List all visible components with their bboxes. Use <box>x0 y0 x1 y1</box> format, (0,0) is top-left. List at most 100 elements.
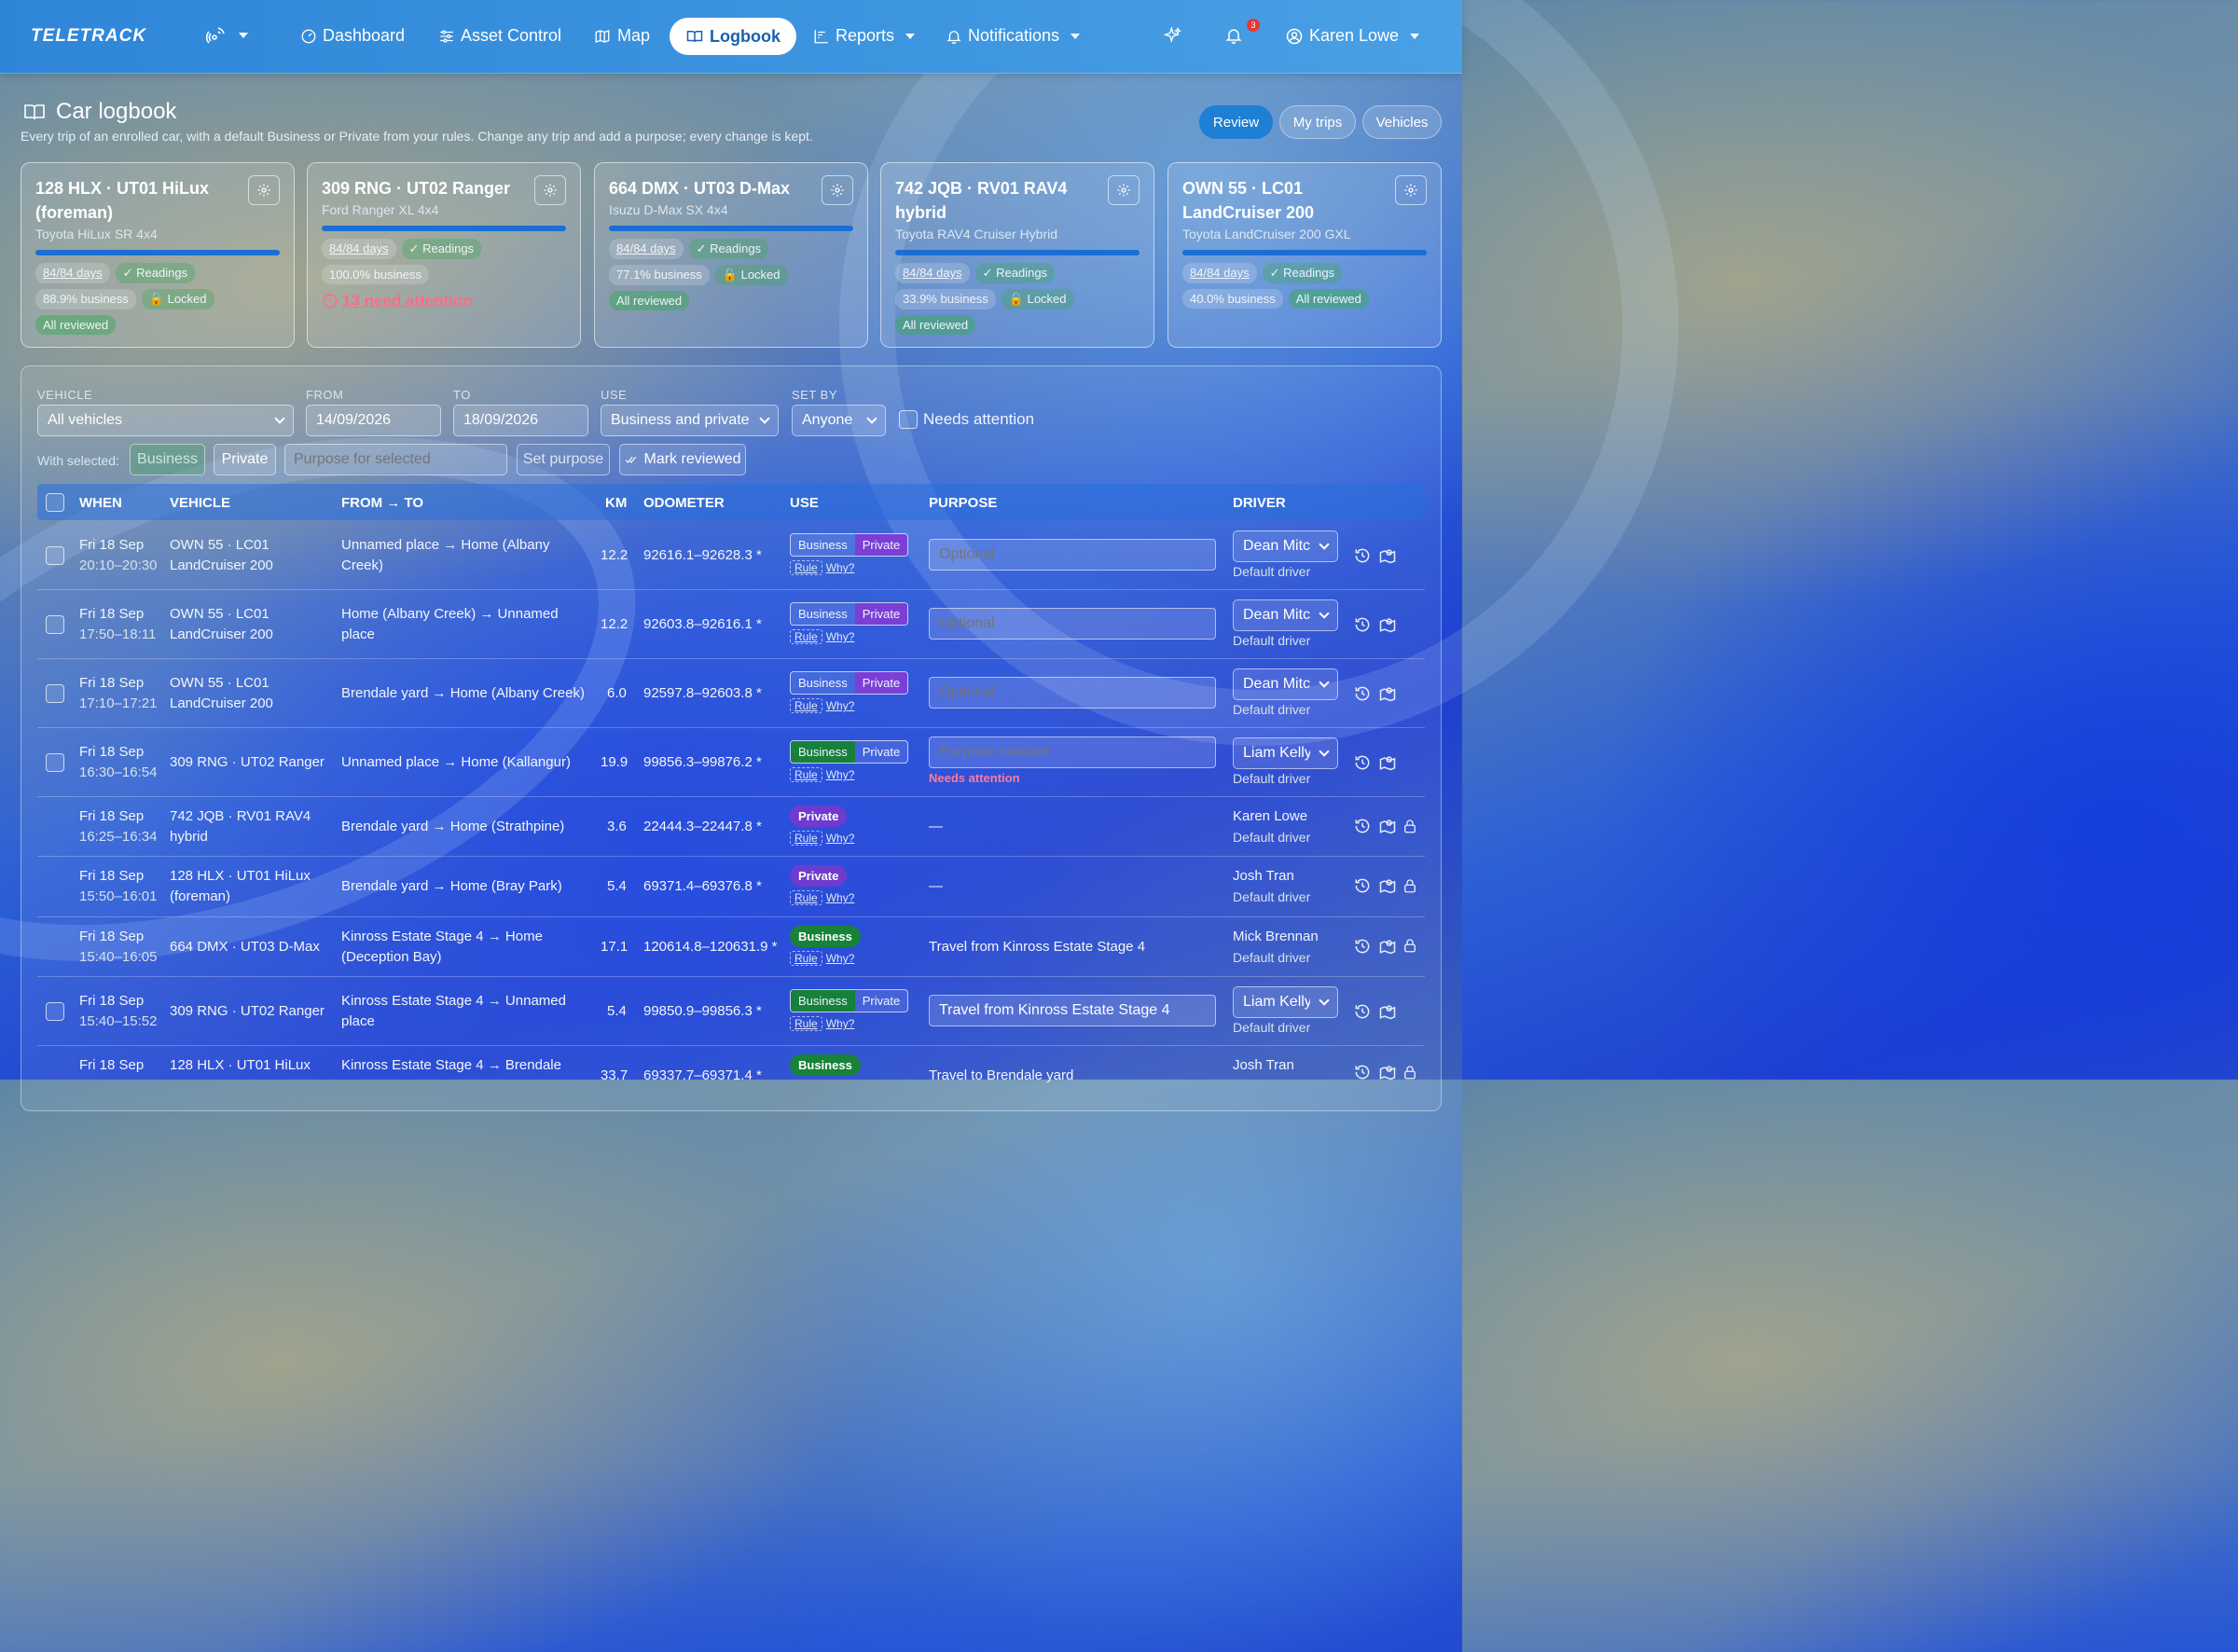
history-icon[interactable] <box>1353 937 1372 956</box>
row-checkbox[interactable] <box>46 684 64 703</box>
rule-info[interactable]: Rule Why? <box>790 698 855 713</box>
select-all-checkbox[interactable] <box>46 493 64 512</box>
history-icon[interactable] <box>1353 753 1372 772</box>
rule-info[interactable]: Rule Why? <box>790 629 855 644</box>
nav-dashboard[interactable]: Dashboard <box>300 26 405 46</box>
why-link[interactable]: Why? <box>825 832 855 845</box>
to-date-input[interactable]: 18/09/2026 <box>453 405 588 436</box>
nav-notifications[interactable]: Notifications <box>946 26 1081 46</box>
needs-attention-link[interactable]: 13 need attention <box>322 292 566 310</box>
driver-select[interactable]: Dean Mitchell <box>1233 668 1338 700</box>
driver-select[interactable]: Liam Kelly <box>1233 737 1338 769</box>
rule-link[interactable]: Rule <box>790 629 822 644</box>
map-icon[interactable] <box>1378 817 1397 835</box>
why-link[interactable]: Why? <box>825 630 855 643</box>
col-from-to[interactable]: FROM → TO <box>341 495 424 511</box>
user-menu[interactable]: Karen Lowe <box>1285 26 1420 46</box>
map-icon[interactable] <box>1378 937 1397 956</box>
why-link[interactable]: Why? <box>825 768 855 781</box>
history-icon[interactable] <box>1353 546 1372 565</box>
rule-info[interactable]: Rule Why? <box>790 831 855 846</box>
vehicle-settings-button[interactable] <box>1395 175 1427 205</box>
history-icon[interactable] <box>1353 1063 1372 1081</box>
rule-link[interactable]: Rule <box>790 767 822 782</box>
purpose-input[interactable] <box>929 677 1216 709</box>
use-toggle[interactable]: Business Private <box>790 989 909 1012</box>
driver-select[interactable]: Liam Kelly <box>1233 986 1338 1018</box>
use-private-option[interactable]: Private <box>854 534 908 556</box>
use-business-option[interactable]: Business <box>791 990 855 1012</box>
purpose-input[interactable] <box>929 995 1216 1026</box>
ai-assistant-button[interactable] <box>1164 26 1182 45</box>
nav-reports[interactable]: Reports <box>813 26 916 46</box>
purpose-input[interactable] <box>929 608 1216 640</box>
use-business-option[interactable]: Business <box>791 603 855 625</box>
table-row[interactable] <box>37 917 1425 977</box>
rule-link[interactable]: Rule <box>790 831 822 846</box>
use-select[interactable]: Business and private <box>601 405 779 436</box>
history-icon[interactable] <box>1353 615 1372 634</box>
rule-link[interactable]: Rule <box>790 698 822 713</box>
map-icon[interactable] <box>1378 876 1397 895</box>
vehicle-settings-button[interactable] <box>534 175 566 205</box>
bulk-purpose-input[interactable] <box>284 444 507 475</box>
map-icon[interactable] <box>1378 753 1397 772</box>
row-checkbox[interactable] <box>46 753 64 772</box>
use-toggle[interactable]: Business Private <box>790 533 909 557</box>
purpose-input[interactable] <box>929 539 1216 571</box>
rule-info[interactable]: Rule Why? <box>790 890 855 905</box>
table-row[interactable] <box>37 857 1425 917</box>
row-checkbox[interactable] <box>46 1002 64 1021</box>
map-icon[interactable] <box>1378 615 1397 634</box>
map-icon[interactable] <box>1378 1063 1397 1081</box>
set-purpose-button[interactable]: Set purpose <box>517 444 610 475</box>
rule-info[interactable]: Rule Why? <box>790 560 855 575</box>
table-row[interactable] <box>37 977 1425 1046</box>
mark-reviewed-button[interactable]: Mark reviewed <box>619 444 746 475</box>
vehicle-settings-button[interactable] <box>822 175 853 205</box>
use-toggle[interactable]: Business Private <box>790 740 909 764</box>
bulk-business-button[interactable]: Business <box>130 444 205 475</box>
row-checkbox[interactable] <box>46 546 64 565</box>
table-row[interactable] <box>37 797 1425 857</box>
nav-logbook[interactable]: Logbook <box>670 18 796 55</box>
map-icon[interactable] <box>1378 684 1397 703</box>
col-vehicle[interactable]: VEHICLE <box>170 495 231 511</box>
map-icon[interactable] <box>1378 1002 1397 1021</box>
rule-info[interactable]: Rule Why? <box>790 1016 855 1031</box>
col-purpose[interactable]: PURPOSE <box>929 495 998 511</box>
history-icon[interactable] <box>1353 684 1372 703</box>
use-toggle[interactable]: Business Private <box>790 671 909 695</box>
col-driver[interactable]: DRIVER <box>1233 495 1286 511</box>
use-private-option[interactable]: Private <box>854 603 908 625</box>
rule-link[interactable]: Rule <box>790 890 822 905</box>
days-chip[interactable]: 84/84 days <box>1182 263 1257 283</box>
rule-link[interactable]: Rule <box>790 1016 822 1031</box>
why-link[interactable]: Why? <box>825 1017 855 1030</box>
col-km[interactable]: KM <box>605 495 628 511</box>
vehicle-card[interactable]: 309 RNG · UT02 Ranger Ford Ranger XL 4x4… <box>307 162 581 348</box>
vehicle-settings-button[interactable] <box>1108 175 1140 205</box>
vehicle-card[interactable]: 742 JQB · RV01 RAV4 hybrid Toyota RAV4 C… <box>880 162 1154 348</box>
days-chip[interactable]: 84/84 days <box>895 263 970 283</box>
use-private-option[interactable]: Private <box>854 990 908 1012</box>
my-trips-button[interactable]: My trips <box>1279 105 1356 139</box>
use-private-option[interactable]: Private <box>854 672 908 694</box>
use-private-option[interactable]: Private <box>854 741 908 763</box>
notifications-bell-button[interactable] <box>1224 26 1243 45</box>
teletrack-logo[interactable]: TELETRACK <box>31 26 147 46</box>
vehicle-card[interactable]: 664 DMX · UT03 D-Max Isuzu D-Max SX 4x4 … <box>594 162 868 348</box>
vehicle-settings-button[interactable] <box>248 175 280 205</box>
from-date-input[interactable]: 14/09/2026 <box>306 405 441 436</box>
needs-attention-filter[interactable]: Needs attention <box>899 410 1034 429</box>
review-button[interactable]: Review <box>1199 105 1273 139</box>
vehicle-card[interactable]: 128 HLX · UT01 HiLux (foreman) Toyota Hi… <box>21 162 295 348</box>
col-use[interactable]: USE <box>790 495 819 511</box>
why-link[interactable]: Why? <box>825 699 855 712</box>
table-row[interactable] <box>37 521 1425 590</box>
table-row[interactable] <box>37 659 1425 728</box>
why-link[interactable]: Why? <box>825 561 855 574</box>
vehicles-button[interactable]: Vehicles <box>1362 105 1442 139</box>
rule-info[interactable]: Rule Why? <box>790 951 854 966</box>
why-link[interactable]: Why? <box>825 891 855 904</box>
